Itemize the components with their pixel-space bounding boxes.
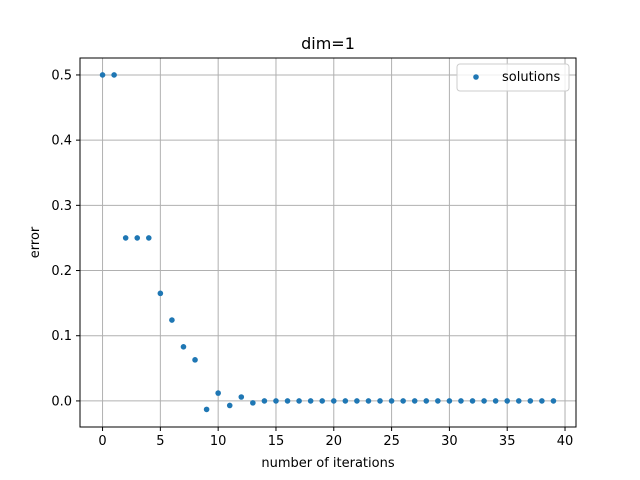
data-point [342, 398, 349, 404]
legend-marker [473, 74, 479, 80]
data-point [169, 317, 175, 323]
data-point [157, 290, 164, 297]
plot-frame [79, 57, 577, 428]
y-tick-label: 0.0 [51, 394, 72, 409]
x-tick-label: 35 [499, 434, 516, 449]
data-point [504, 398, 511, 404]
data-point [400, 398, 406, 404]
data-point [307, 398, 314, 404]
y-tick-label: 0.3 [51, 199, 72, 214]
data-point [99, 72, 106, 78]
data-point [250, 400, 256, 406]
data-point [122, 235, 129, 241]
y-tick-label: 0.1 [51, 329, 72, 344]
y-tick-label: 0.2 [51, 264, 72, 279]
y-tick-label: 0.5 [51, 68, 72, 83]
x-axis-ticks: 0 5 10 15 20 25 30 35 40 [98, 427, 573, 449]
x-tick-label: 25 [383, 434, 400, 449]
data-point [319, 398, 326, 404]
data-point [296, 398, 302, 404]
y-tick-label: 0.4 [51, 134, 72, 149]
x-tick-label: 10 [210, 434, 227, 449]
x-tick-label: 15 [268, 434, 285, 449]
data-point [411, 398, 418, 404]
data-point [192, 357, 198, 363]
x-tick-label: 20 [326, 434, 343, 449]
data-point [435, 398, 441, 404]
x-tick-label: 30 [441, 434, 458, 449]
data-point [226, 402, 233, 409]
data-point [423, 398, 430, 404]
data-point [273, 398, 279, 404]
data-point [354, 398, 360, 404]
x-tick-label: 0 [98, 434, 106, 449]
data-point [261, 398, 268, 404]
x-axis-label: number of iterations [261, 456, 394, 471]
data-point [284, 398, 291, 404]
data-point [180, 344, 187, 350]
legend-label: solutions [502, 70, 560, 85]
data-point [365, 398, 372, 404]
data-point [469, 398, 476, 404]
legend: solutions [456, 63, 570, 92]
data-point [203, 406, 210, 413]
data-point [145, 235, 152, 241]
y-axis-label: error [28, 226, 43, 258]
legend-box [456, 63, 570, 92]
data-point [111, 72, 117, 78]
data-point [134, 235, 141, 241]
data-points [99, 72, 557, 413]
data-point [238, 394, 245, 400]
data-point [550, 398, 557, 404]
data-point [539, 398, 545, 404]
data-point [388, 398, 395, 404]
data-point [330, 398, 337, 404]
data-point [377, 398, 383, 404]
data-point [481, 398, 487, 404]
y-axis-ticks: 0.0 0.1 0.2 0.3 0.4 0.5 [51, 68, 80, 409]
data-point [492, 398, 499, 404]
x-tick-label: 40 [557, 434, 574, 449]
data-point [446, 398, 453, 404]
chart-title: dim=1 [301, 34, 355, 53]
data-point [215, 390, 221, 396]
data-point [515, 398, 522, 404]
x-tick-label: 5 [156, 434, 164, 449]
data-point [458, 398, 464, 404]
data-point [527, 398, 534, 404]
